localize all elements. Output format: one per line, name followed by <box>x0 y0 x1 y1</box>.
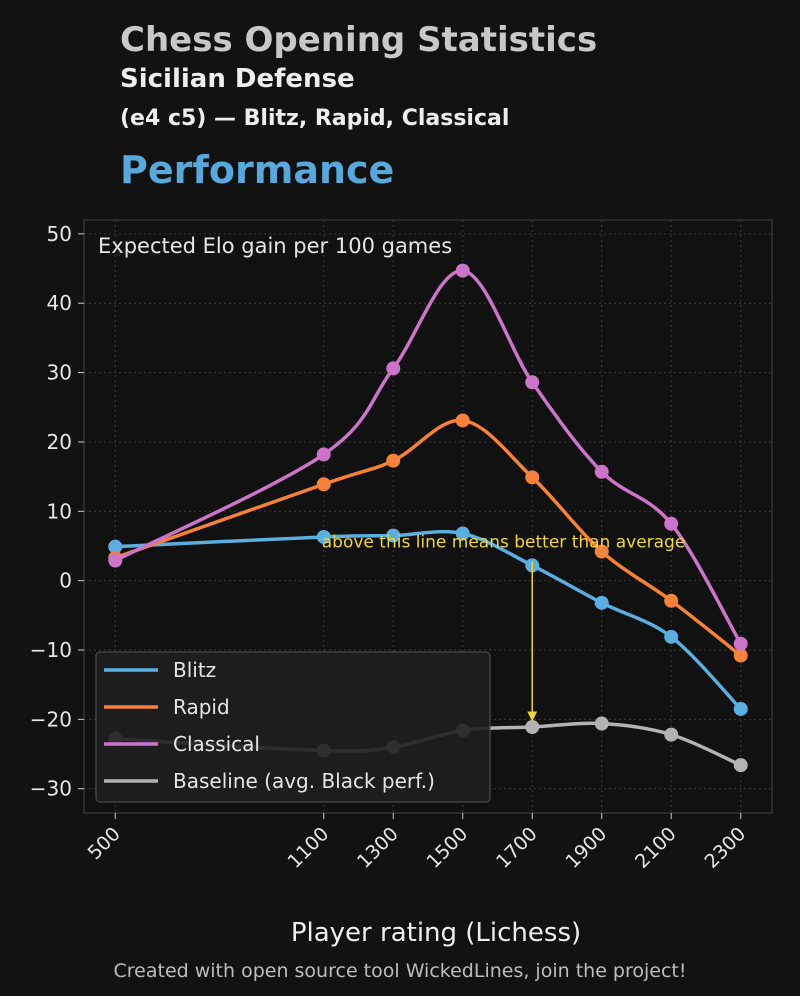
plot-inner-title: Expected Elo gain per 100 games <box>98 234 452 258</box>
data-point-blitz <box>386 528 401 543</box>
y-tick-label: 50 <box>47 222 72 246</box>
data-point-rapid <box>455 413 470 428</box>
data-point-classical <box>664 516 679 531</box>
x-tick-label: 1300 <box>353 823 403 873</box>
y-tick-label: −20 <box>30 707 72 731</box>
footer-credit: Created with open source tool WickedLine… <box>113 960 687 982</box>
data-point-blitz <box>664 629 679 644</box>
legend: Blitz Rapid Classical Baseline (avg. Black … <box>95 651 491 803</box>
data-point-rapid <box>594 544 609 559</box>
x-tick-label: 1100 <box>284 823 334 873</box>
data-point-rapid <box>525 470 540 485</box>
x-tick-label: 1700 <box>492 823 542 873</box>
data-point-blitz <box>455 526 470 541</box>
x-axis-label: Player rating (Lichess) <box>290 918 582 948</box>
y-tick-label: 0 <box>59 569 72 593</box>
chart-title: Chess Opening Statistics <box>120 20 598 60</box>
x-tick-label: 1900 <box>562 823 612 873</box>
x-tick-label: 2300 <box>701 823 751 873</box>
data-point-blitz <box>316 529 331 544</box>
legend-label-rapid: Rapid <box>173 695 230 719</box>
section-title: Performance <box>120 148 395 192</box>
legend-label-baseline: Baseline (avg. Black perf.) <box>173 769 435 793</box>
data-point-rapid <box>316 477 331 492</box>
series-line-classical <box>114 268 743 645</box>
y-tick-label: 30 <box>47 361 72 385</box>
data-point-blitz <box>733 701 748 716</box>
x-tick-label: 500 <box>84 823 125 864</box>
legend-label-blitz: Blitz <box>173 658 216 682</box>
annotation-arrowhead <box>527 711 538 722</box>
data-point-rapid <box>664 593 679 608</box>
chart-subtitle-detail: (e4 c5) — Blitz, Rapid, Classical <box>120 106 510 131</box>
series-line-rapid <box>114 418 742 657</box>
data-point-classical <box>594 464 609 479</box>
x-tick-label: 1500 <box>423 823 473 873</box>
data-point-blitz <box>108 539 123 554</box>
data-point-rapid <box>733 648 748 663</box>
legend-label-classical: Classical <box>173 732 260 756</box>
data-point-classical <box>108 553 123 568</box>
y-tick-label: −30 <box>30 777 72 801</box>
data-point-classical <box>316 447 331 462</box>
data-point-baseline <box>525 719 540 734</box>
y-tick-label: 10 <box>47 499 72 523</box>
data-point-classical <box>733 636 748 651</box>
y-tick-label: 40 <box>47 291 72 315</box>
legend-box <box>95 651 491 803</box>
data-point-classical <box>386 361 401 376</box>
y-tick-label: 20 <box>47 430 72 454</box>
data-point-classical <box>525 375 540 390</box>
data-point-baseline <box>664 727 679 742</box>
data-point-classical <box>455 263 470 278</box>
x-tick-label: 2100 <box>631 823 681 873</box>
y-tick-label: −10 <box>30 638 72 662</box>
data-point-baseline <box>594 716 609 731</box>
data-point-blitz <box>594 595 609 610</box>
chart-subtitle: Sicilian Defense <box>120 64 355 94</box>
data-point-rapid <box>386 453 401 468</box>
data-point-baseline <box>733 758 748 773</box>
annotation-text: above this line means better than averag… <box>322 532 686 552</box>
